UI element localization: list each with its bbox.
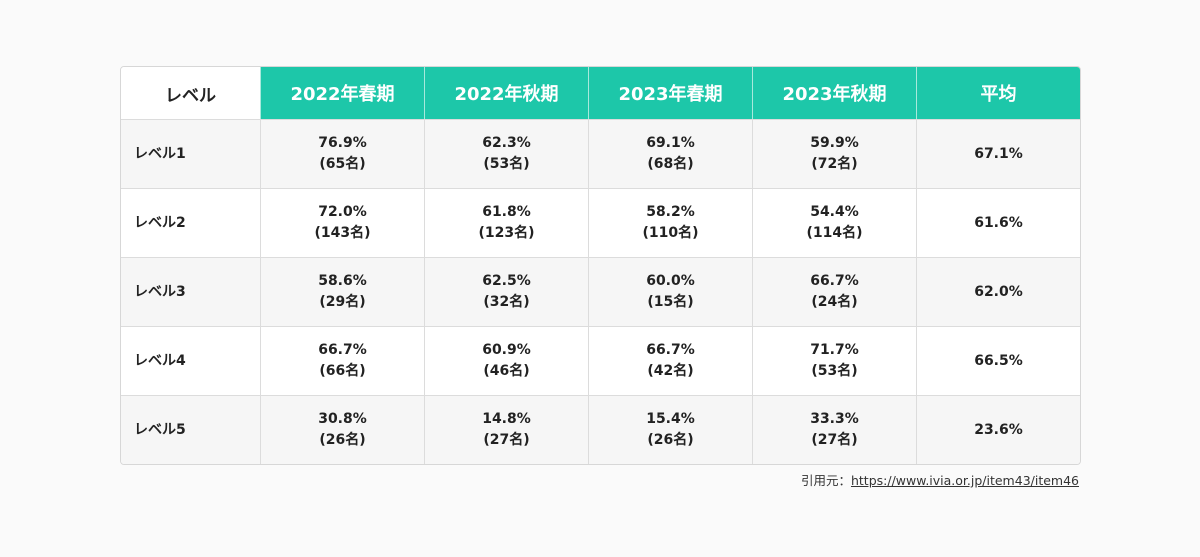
table-cell: 14.8% (27名) [424, 395, 588, 464]
row-label: レベル3 [121, 257, 260, 326]
cell-count: (27名) [483, 432, 530, 448]
source-link[interactable]: https://www.ivia.or.jp/item43/item46 [850, 473, 1079, 488]
cell-count: (24名) [811, 294, 858, 310]
table-cell: 59.9% (72名) [752, 119, 916, 188]
cell-count: (143名) [314, 225, 371, 241]
cell-rate: 66.7% [318, 342, 367, 358]
average-cell: 67.1% [916, 119, 1080, 188]
cell-rate: 33.3% [810, 411, 859, 427]
cell-count: (42名) [647, 363, 694, 379]
row-label: レベル1 [121, 119, 260, 188]
table-cell: 60.9% (46名) [424, 326, 588, 395]
cell-rate: 14.8% [482, 411, 531, 427]
table-cell: 54.4% (114名) [752, 188, 916, 257]
table-row: レベル4 66.7% (66名) 60.9% (46名) 66.7% (42名) 71… [121, 326, 1080, 395]
cell-count: (26名) [647, 432, 694, 448]
average-cell: 66.5% [916, 326, 1080, 395]
row-label: レベル5 [121, 395, 260, 464]
header-level: レベル [121, 67, 260, 119]
table-cell: 72.0% (143名) [260, 188, 424, 257]
cell-count: (32名) [483, 294, 530, 310]
average-cell: 61.6% [916, 188, 1080, 257]
table-row: レベル1 76.9% (65名) 62.3% (53名) 69.1% (68名) 59… [121, 119, 1080, 188]
header-2022-autumn: 2022年秋期 [424, 67, 588, 119]
source-prefix: 引用元： [800, 473, 851, 488]
cell-count: (123名) [478, 225, 535, 241]
cell-count: (72名) [811, 156, 858, 172]
table-cell: 30.8% (26名) [260, 395, 424, 464]
cell-rate: 59.9% [810, 135, 859, 151]
cell-rate: 30.8% [318, 411, 367, 427]
table-cell: 62.3% (53名) [424, 119, 588, 188]
table-cell: 61.8% (123名) [424, 188, 588, 257]
table-cell: 66.7% (66名) [260, 326, 424, 395]
table-cell: 33.3% (27名) [752, 395, 916, 464]
cell-count: (26名) [319, 432, 366, 448]
table-cell: 15.4% (26名) [588, 395, 752, 464]
cell-count: (29名) [319, 294, 366, 310]
cell-rate: 15.4% [646, 411, 695, 427]
cell-count: (53名) [483, 156, 530, 172]
table-row: レベル3 58.6% (29名) 62.5% (32名) 60.0% (15名) 66… [121, 257, 1080, 326]
cell-rate: 60.0% [646, 273, 695, 289]
cell-rate: 66.7% [810, 273, 859, 289]
table-cell: 62.5% (32名) [424, 257, 588, 326]
cell-rate: 60.9% [482, 342, 531, 358]
table-cell: 69.1% (68名) [588, 119, 752, 188]
cell-rate: 54.4% [810, 204, 859, 220]
cell-rate: 62.3% [482, 135, 531, 151]
cell-count: (15名) [647, 294, 694, 310]
table-cell: 60.0% (15名) [588, 257, 752, 326]
cell-count: (66名) [319, 363, 366, 379]
cell-rate: 66.7% [646, 342, 695, 358]
header-average: 平均 [916, 67, 1080, 119]
table-cell: 66.7% (24名) [752, 257, 916, 326]
table-row: レベル5 30.8% (26名) 14.8% (27名) 15.4% (26名) 33… [121, 395, 1080, 464]
header-2023-autumn: 2023年秋期 [752, 67, 916, 119]
cell-rate: 71.7% [810, 342, 859, 358]
average-cell: 23.6% [916, 395, 1080, 464]
row-label: レベル2 [121, 188, 260, 257]
cell-count: (46名) [483, 363, 530, 379]
cell-count: (27名) [811, 432, 858, 448]
cell-rate: 58.2% [646, 204, 695, 220]
cell-count: (114名) [806, 225, 863, 241]
average-cell: 62.0% [916, 257, 1080, 326]
cell-count: (68名) [647, 156, 694, 172]
row-label: レベル4 [121, 326, 260, 395]
results-table-container: レベル 2022年春期 2022年秋期 2023年春期 2023年秋期 平均 レ… [120, 66, 1081, 465]
header-2022-spring: 2022年春期 [260, 67, 424, 119]
cell-rate: 58.6% [318, 273, 367, 289]
source-citation: 引用元：https://www.ivia.or.jp/item43/item46 [801, 470, 1079, 489]
cell-count: (110名) [642, 225, 699, 241]
cell-rate: 62.5% [482, 273, 531, 289]
table-cell: 66.7% (42名) [588, 326, 752, 395]
table-row: レベル2 72.0% (143名) 61.8% (123名) 58.2% (110名)… [121, 188, 1080, 257]
table-cell: 76.9% (65名) [260, 119, 424, 188]
table-cell: 58.6% (29名) [260, 257, 424, 326]
cell-count: (53名) [811, 363, 858, 379]
cell-rate: 72.0% [318, 204, 367, 220]
header-2023-spring: 2023年春期 [588, 67, 752, 119]
table-cell: 58.2% (110名) [588, 188, 752, 257]
results-table: レベル 2022年春期 2022年秋期 2023年春期 2023年秋期 平均 レ… [120, 66, 1081, 465]
table-cell: 71.7% (53名) [752, 326, 916, 395]
cell-count: (65名) [319, 156, 366, 172]
cell-rate: 61.8% [482, 204, 531, 220]
cell-rate: 69.1% [646, 135, 695, 151]
table-header-row: レベル 2022年春期 2022年秋期 2023年春期 2023年秋期 平均 [121, 67, 1080, 119]
cell-rate: 76.9% [318, 135, 367, 151]
